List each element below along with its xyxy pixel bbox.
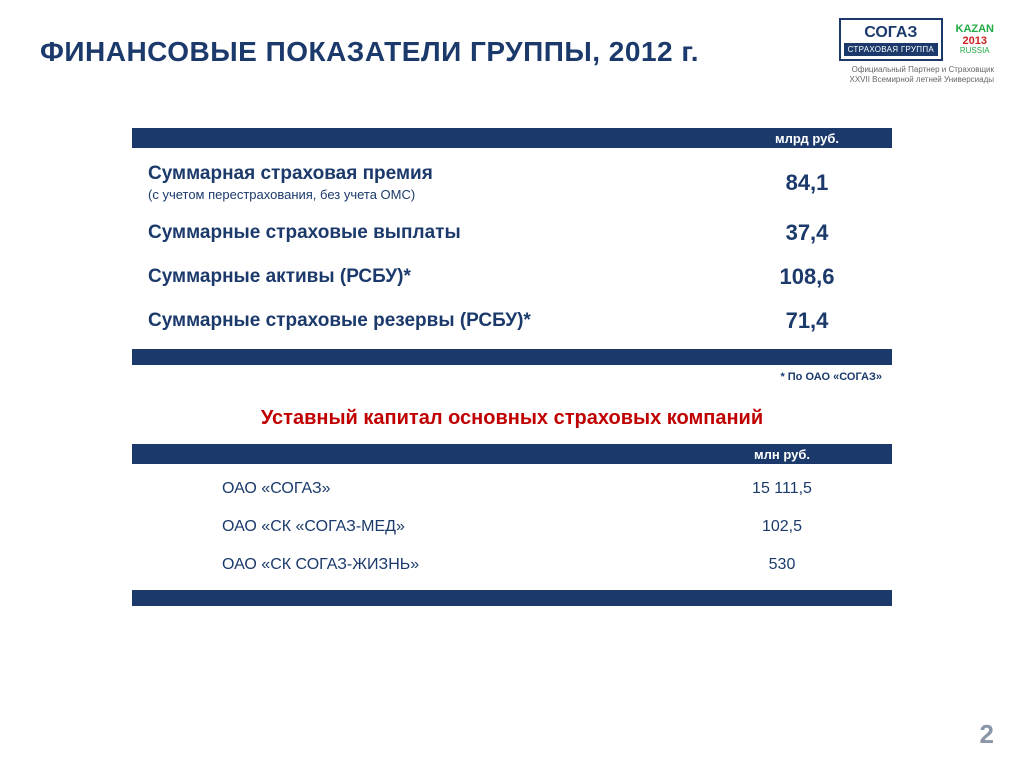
table1-footnote: * По ОАО «СОГАЗ» <box>132 365 892 383</box>
row-label-text: Суммарная страховая премия <box>148 163 433 184</box>
logo-top: СОГАЗ <box>844 23 938 43</box>
sogaz-logo: СОГАЗ СТРАХОВАЯ ГРУППА <box>839 18 943 61</box>
logo-bottom: СТРАХОВАЯ ГРУППА <box>844 43 938 56</box>
table-row: Суммарная страховая премия (с учетом пер… <box>132 154 892 211</box>
table2-header-blank <box>132 444 672 464</box>
row-value: 37,4 <box>722 211 892 255</box>
row-label: Суммарные страховые выплаты <box>132 211 722 255</box>
table1-end-bar <box>132 349 892 365</box>
row-value: 102,5 <box>672 508 892 546</box>
row-value: 71,4 <box>722 299 892 343</box>
table-row: Суммарные активы (РСБУ)* 108,6 <box>132 255 892 299</box>
row-value: 108,6 <box>722 255 892 299</box>
capital-table: млн руб. ОАО «СОГАЗ» 15 111,5 ОАО «СК «С… <box>132 444 892 606</box>
row-value: 84,1 <box>722 154 892 211</box>
table1-unit-header: млрд руб. <box>722 128 892 148</box>
logo-area: СОГАЗ СТРАХОВАЯ ГРУППА KAZAN 2013 RUSSIA… <box>839 18 994 84</box>
table-row: Суммарные страховые выплаты 37,4 <box>132 211 892 255</box>
table2-unit-header: млн руб. <box>672 444 892 464</box>
subtitle: Уставный капитал основных страховых комп… <box>132 407 892 430</box>
row-label: ОАО «СОГАЗ» <box>132 470 672 508</box>
kazan-line3: RUSSIA <box>956 47 995 56</box>
content-area: млрд руб. Суммарная страховая премия (с … <box>132 128 892 606</box>
kazan-line1: KAZAN <box>956 23 995 35</box>
kazan-badge: KAZAN 2013 RUSSIA <box>956 23 995 56</box>
row-label: ОАО «СК СОГАЗ-ЖИЗНЬ» <box>132 546 672 584</box>
row-value: 530 <box>672 546 892 584</box>
row-label: ОАО «СК «СОГАЗ-МЕД» <box>132 508 672 546</box>
row-sublabel: (с учетом перестрахования, без учета ОМС… <box>148 187 706 202</box>
table2-end-bar <box>132 590 892 606</box>
table1-header-row: млрд руб. <box>132 128 892 148</box>
page-number: 2 <box>980 719 994 750</box>
table-row: ОАО «СК «СОГАЗ-МЕД» 102,5 <box>132 508 892 546</box>
logo-caption: Официальный Партнер и Страховщик XXVII В… <box>839 65 994 84</box>
slide: ФИНАНСОВЫЕ ПОКАЗАТЕЛИ ГРУППЫ, 2012 г. СО… <box>0 0 1024 768</box>
logo-caption-line1: Официальный Партнер и Страховщик <box>852 65 994 74</box>
row-label: Суммарные страховые резервы (РСБУ)* <box>132 299 722 343</box>
table-row: ОАО «СК СОГАЗ-ЖИЗНЬ» 530 <box>132 546 892 584</box>
row-value: 15 111,5 <box>672 470 892 508</box>
table-row: Суммарные страховые резервы (РСБУ)* 71,4 <box>132 299 892 343</box>
table-row: ОАО «СОГАЗ» 15 111,5 <box>132 470 892 508</box>
row-label: Суммарная страховая премия (с учетом пер… <box>132 154 722 211</box>
financials-table: млрд руб. Суммарная страховая премия (с … <box>132 128 892 383</box>
logo-caption-line2: XXVII Всемирной летней Универсиады <box>849 75 994 84</box>
table1-header-blank <box>132 128 722 148</box>
table2-header-row: млн руб. <box>132 444 892 464</box>
row-label: Суммарные активы (РСБУ)* <box>132 255 722 299</box>
